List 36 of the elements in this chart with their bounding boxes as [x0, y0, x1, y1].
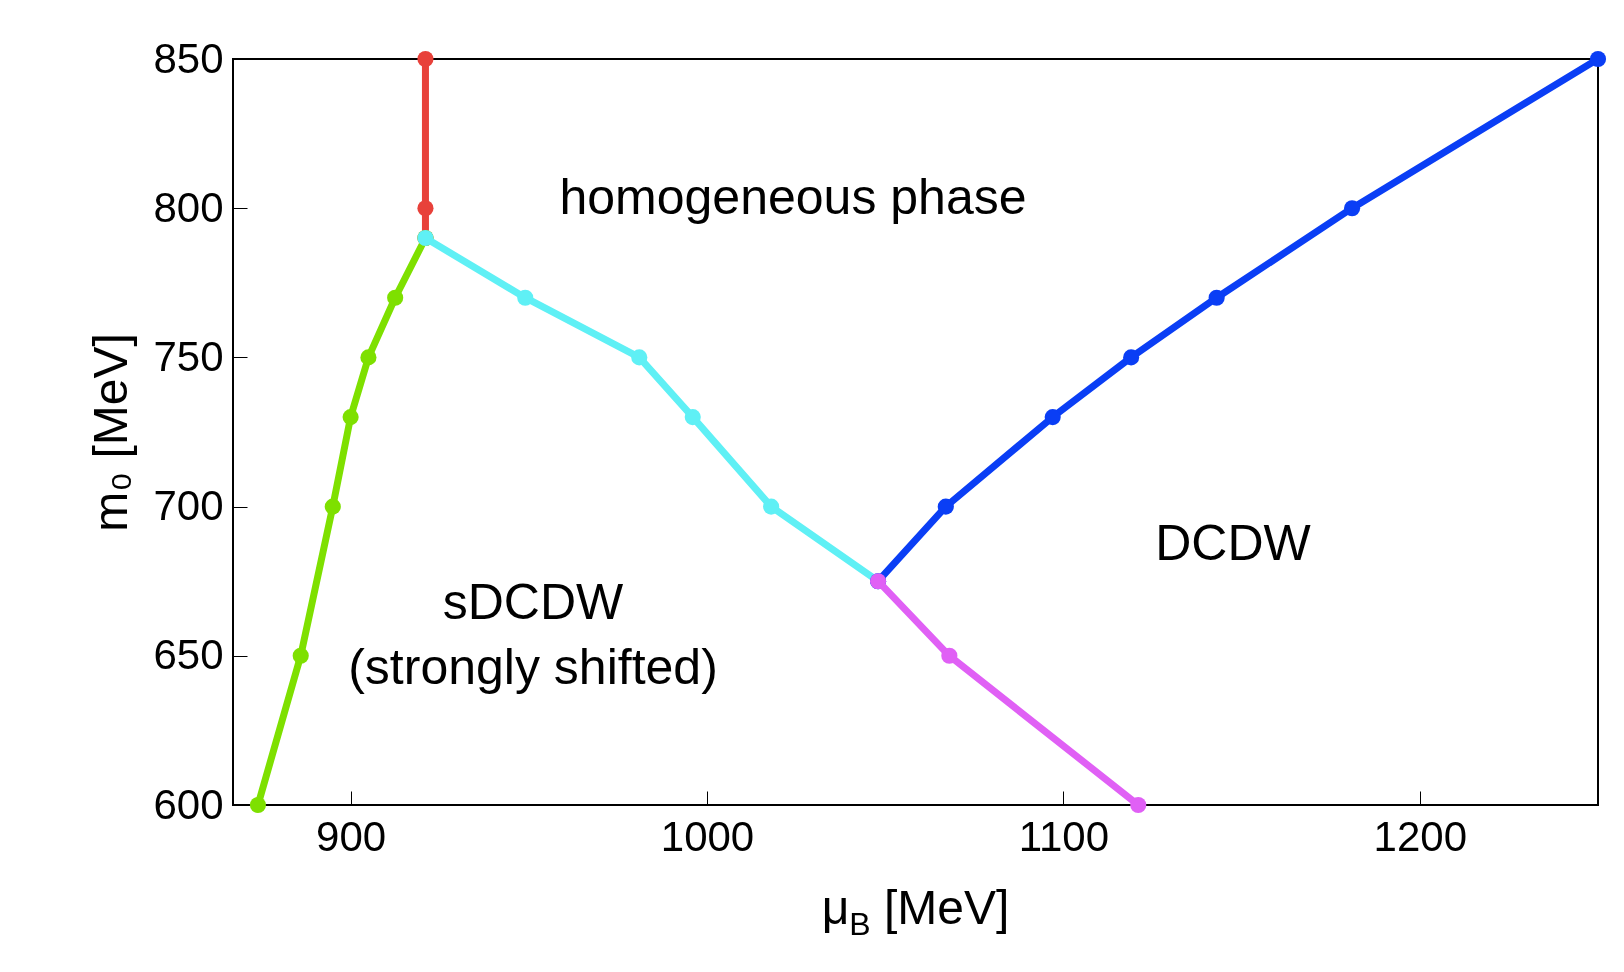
x-tick-label: 1100 — [1018, 812, 1110, 860]
annotation: sDCDW — [442, 574, 625, 630]
point — [387, 289, 404, 306]
point — [417, 50, 434, 68]
annotation: (strongly shifted) — [348, 639, 718, 695]
y-tick-label: 650 — [153, 631, 224, 679]
point — [1589, 50, 1607, 68]
point — [324, 498, 341, 515]
y-tick-label: 700 — [153, 482, 224, 530]
point — [763, 498, 780, 515]
point — [360, 349, 377, 366]
point — [631, 349, 648, 366]
point — [517, 289, 534, 306]
annotation: DCDW — [1155, 515, 1312, 571]
point — [941, 647, 958, 664]
point — [342, 409, 359, 426]
point — [684, 409, 701, 426]
point — [1344, 200, 1361, 217]
y-tick-label: 800 — [153, 183, 224, 231]
x-tick-label: 1200 — [1373, 812, 1468, 860]
x-tick-label: 1000 — [660, 812, 755, 860]
point — [1130, 796, 1147, 814]
point — [292, 647, 309, 664]
y-axis-title: m₀ [MeV] — [84, 333, 138, 532]
x-tick-label: 900 — [316, 812, 387, 860]
point — [1044, 409, 1061, 426]
point — [1208, 289, 1225, 306]
point — [1123, 349, 1140, 366]
point — [417, 200, 434, 217]
y-tick-label: 600 — [153, 780, 224, 828]
annotation: homogeneous phase — [559, 169, 1027, 225]
point — [937, 498, 954, 515]
y-tick-label: 750 — [153, 332, 224, 380]
y-tick-label: 850 — [153, 34, 224, 82]
point — [249, 796, 267, 814]
x-axis-title: μ$_{B}$ [MeV] — [820, 880, 1011, 943]
